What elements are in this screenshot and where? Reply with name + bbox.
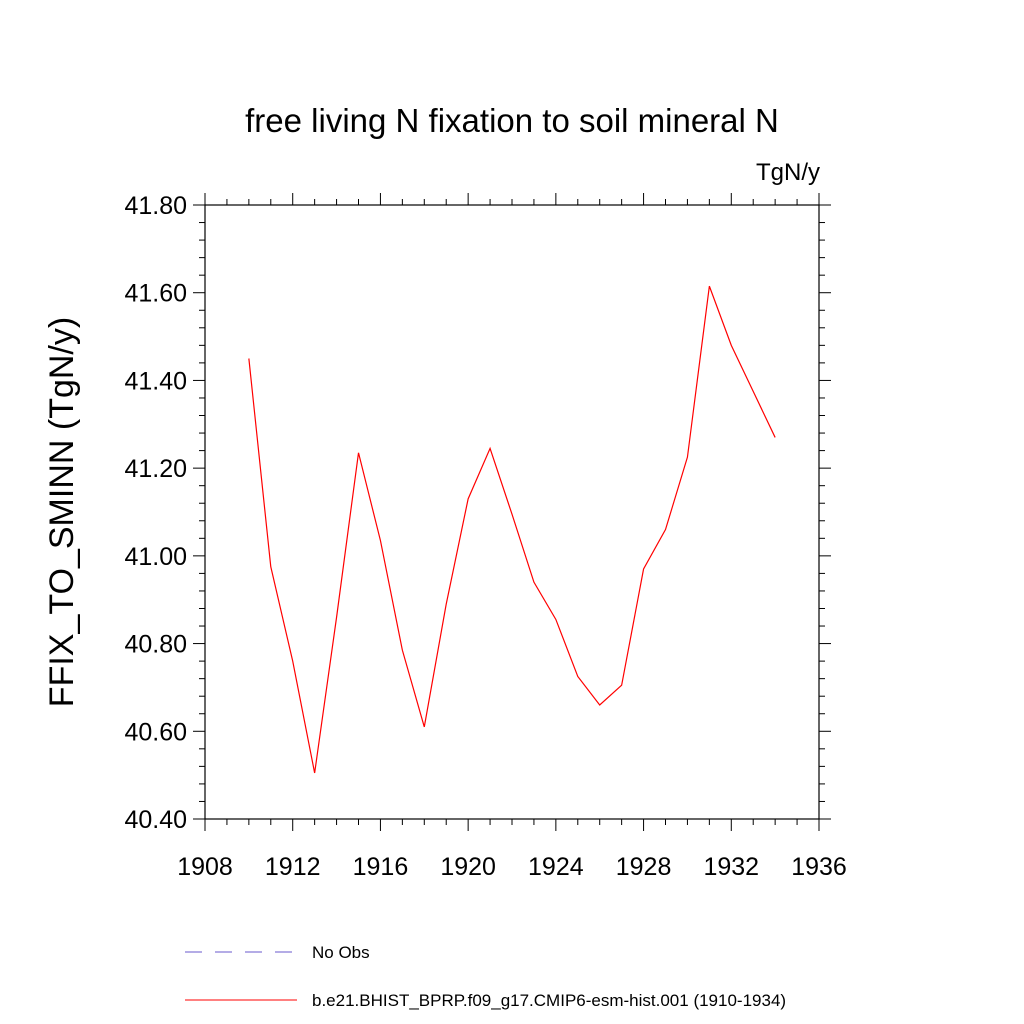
y-tick-label: 40.60	[124, 718, 187, 746]
y-tick-label: 41.00	[124, 543, 187, 571]
y-axis-ticks: 40.40 40.60 40.80 41.00 41.20 41.40 41.60 41.80	[124, 192, 831, 834]
plot-frame	[204, 204, 820, 820]
y-tick-label: 40.40	[124, 806, 187, 834]
y-axis-label: FFIX_TO_SMINN (TgN/y)	[43, 317, 81, 707]
data-point	[686, 456, 688, 458]
data-point	[489, 447, 491, 449]
data-point	[467, 498, 469, 500]
data-point	[401, 649, 403, 651]
x-tick-label: 1928	[616, 853, 672, 881]
data-point	[379, 540, 381, 542]
x-tick-label: 1916	[353, 853, 409, 881]
y-tick-label: 41.80	[124, 192, 187, 220]
y-tick-label: 40.80	[124, 631, 187, 659]
x-tick-label: 1920	[440, 853, 496, 881]
data-point	[708, 285, 710, 287]
y-tick-label: 41.40	[124, 367, 187, 395]
data-point	[555, 618, 557, 620]
x-axis-ticks: 1908 1912 1916 1920 1924 1928 1932 1936	[177, 193, 847, 881]
chart-title: free living N fixation to soil mineral N	[245, 102, 779, 139]
data-point	[423, 726, 425, 728]
y-tick-label: 41.20	[124, 455, 187, 483]
data-point	[445, 603, 447, 605]
data-point	[752, 390, 754, 392]
x-tick-label: 1924	[528, 853, 584, 881]
data-point	[665, 529, 667, 531]
data-point	[533, 581, 535, 583]
y-tick-label: 41.60	[124, 280, 187, 308]
series-layer	[248, 285, 776, 774]
x-tick-label: 1908	[177, 853, 233, 881]
data-point	[314, 772, 316, 774]
legend-label: b.e21.BHIST_BPRP.f09_g17.CMIP6-esm-hist.…	[312, 991, 786, 1010]
legend: No Obs b.e21.BHIST_BPRP.f09_g17.CMIP6-esm…	[185, 943, 786, 1010]
x-tick-label: 1912	[265, 853, 321, 881]
x-tick-label: 1936	[791, 853, 847, 881]
data-point	[248, 358, 250, 360]
series-line	[248, 285, 776, 774]
data-point	[292, 660, 294, 662]
data-point	[577, 675, 579, 677]
data-point	[643, 568, 645, 570]
legend-label: No Obs	[312, 943, 370, 962]
data-point	[730, 344, 732, 346]
data-point	[270, 566, 272, 568]
data-point	[774, 436, 776, 438]
x-tick-label: 1932	[703, 853, 759, 881]
data-point	[511, 513, 513, 515]
data-point	[358, 452, 360, 454]
data-point	[336, 616, 338, 618]
data-point	[599, 704, 601, 706]
data-point	[621, 684, 623, 686]
units-label: TgN/y	[756, 159, 820, 186]
